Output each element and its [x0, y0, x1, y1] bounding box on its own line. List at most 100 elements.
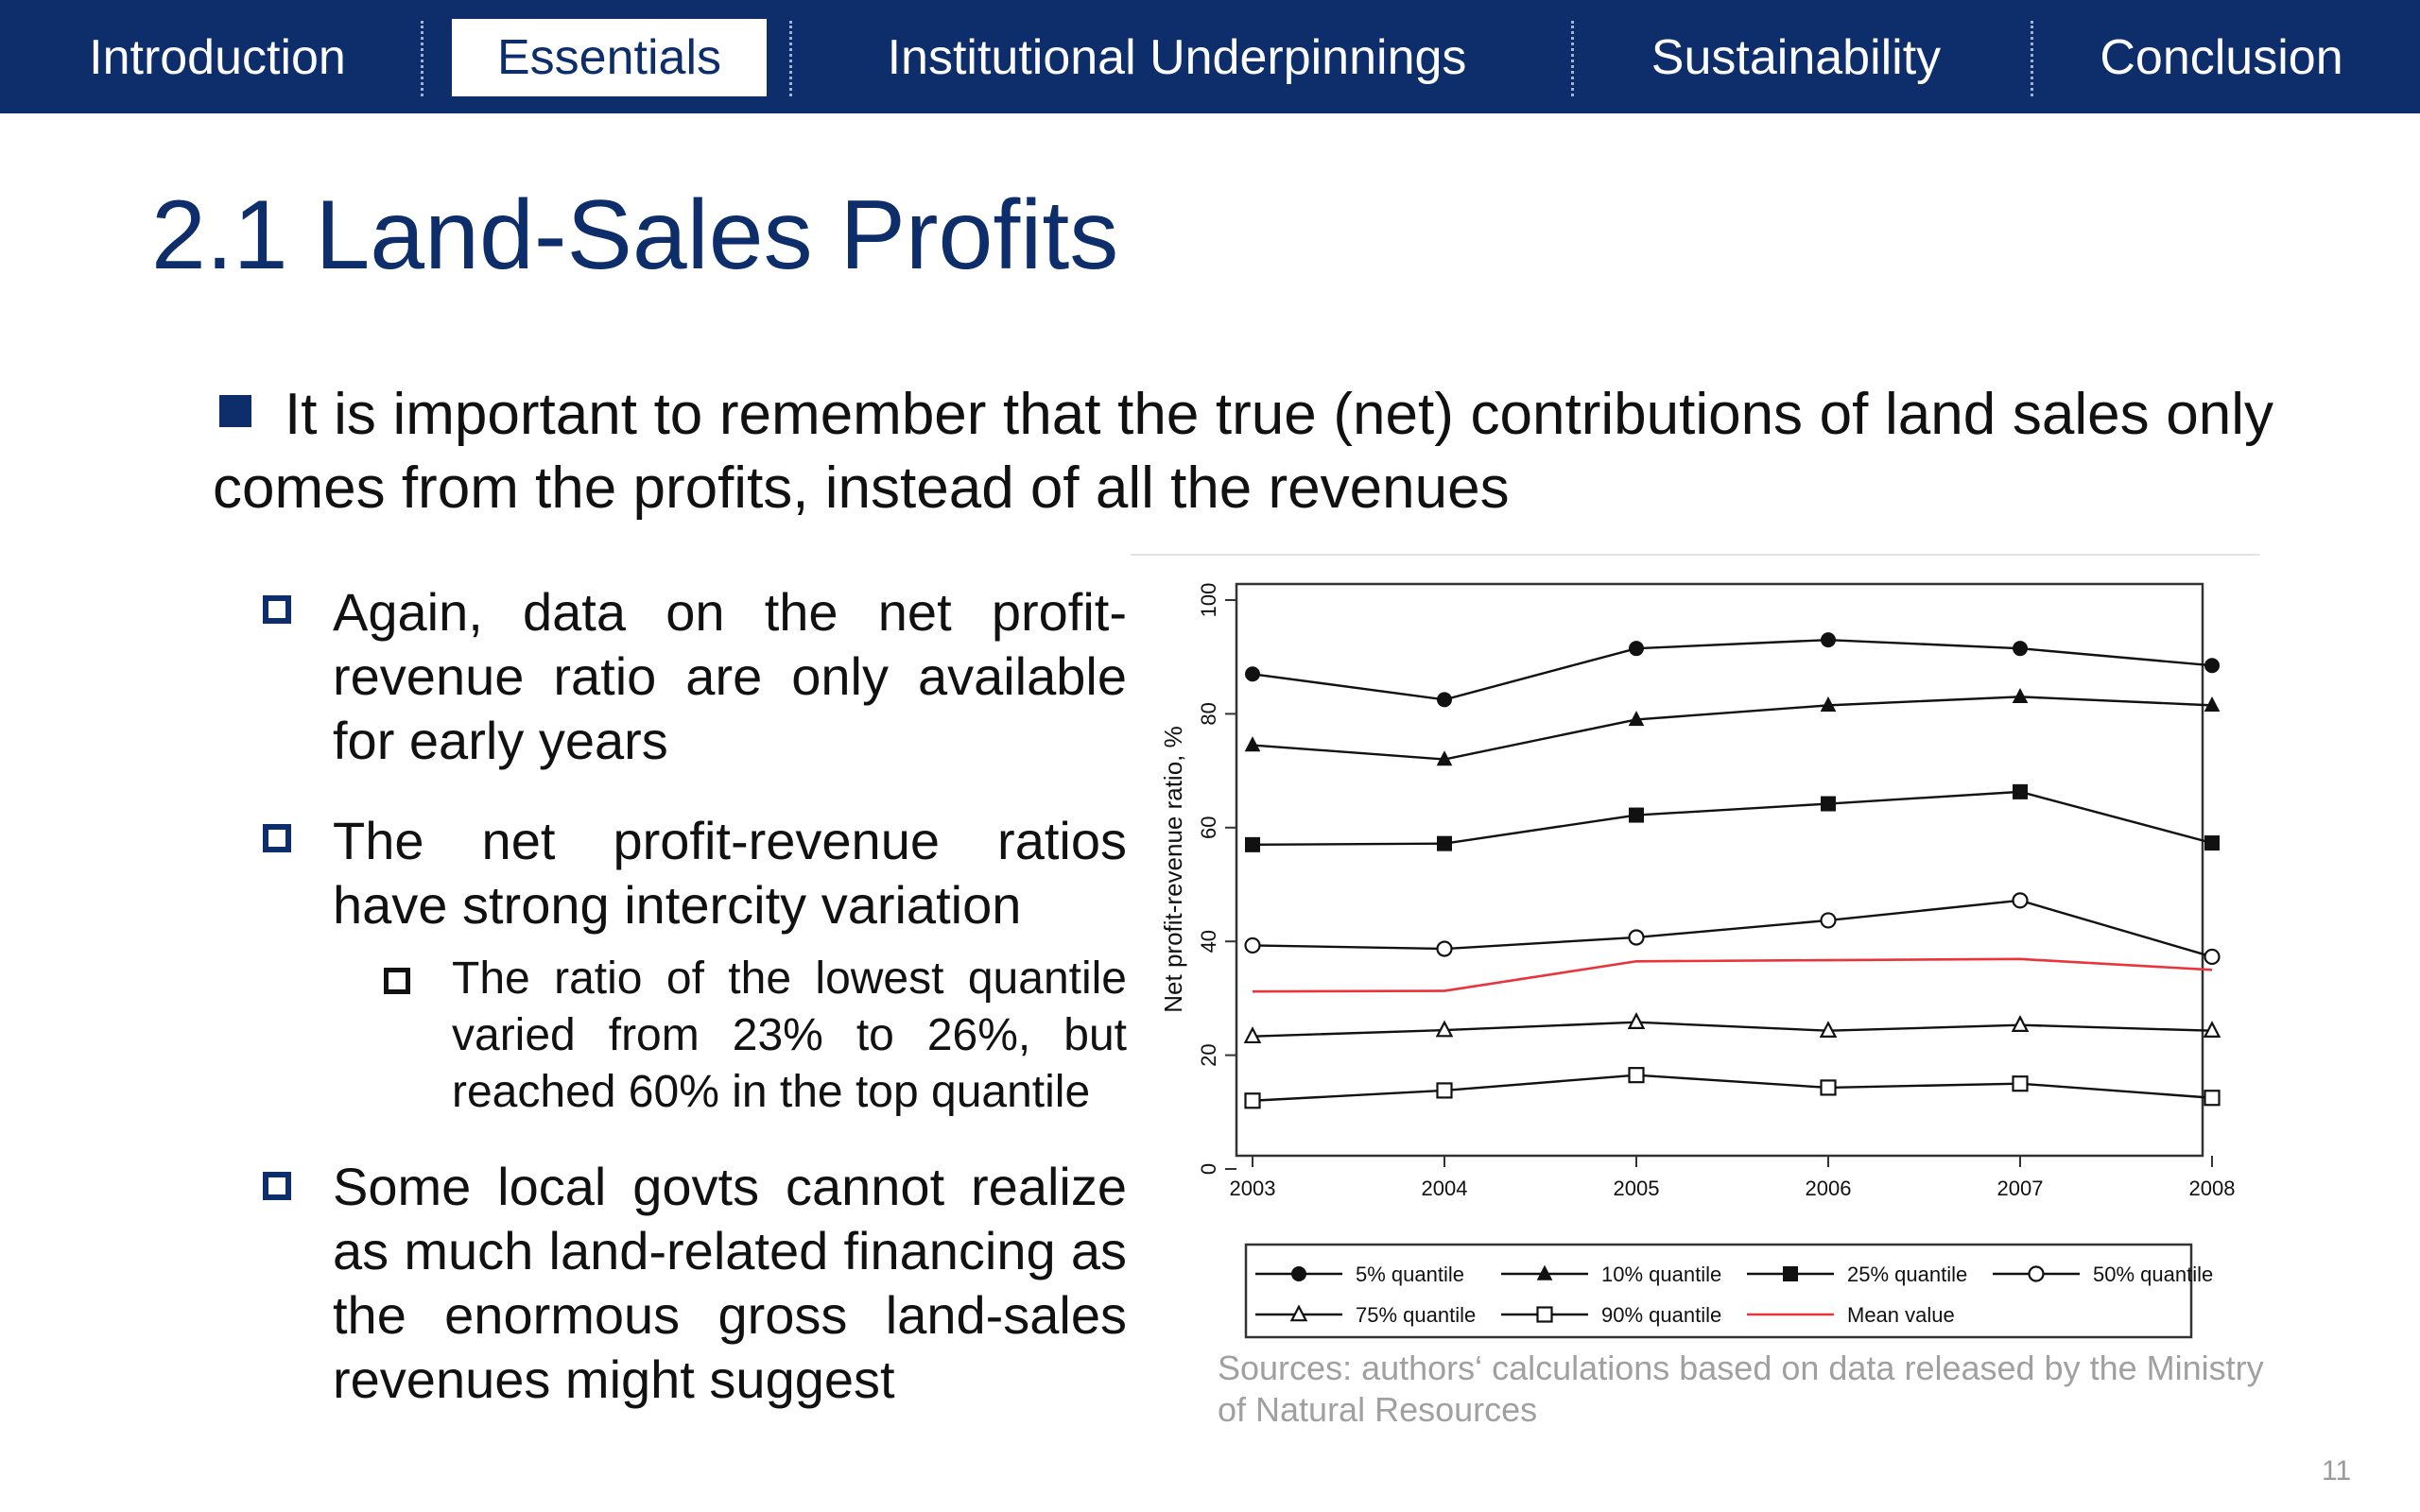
sources-note: Sources: authors‘ calculations based on …: [1218, 1349, 2264, 1429]
x-tick-label: 2003: [1230, 1177, 1276, 1200]
series-line: [1252, 957, 2213, 993]
nav-separator: [1571, 21, 1574, 96]
series-layer: [1243, 632, 2221, 1109]
legend-entry: 5% quantile: [1255, 1263, 1464, 1286]
series-line: [1252, 1021, 2213, 1038]
data-point: [1629, 641, 1644, 657]
legend: 5% quantile 10% quantile 25% quantile 50% q…: [1255, 1263, 2213, 1327]
page-number: 11: [2322, 1455, 2352, 1486]
data-point: [1436, 750, 1453, 766]
data-point: [1821, 632, 1836, 648]
data-point: [2204, 948, 2221, 966]
legend-entry: 75% quantile: [1255, 1303, 1476, 1327]
data-point: [1820, 912, 1837, 929]
data-point: [1244, 736, 1261, 752]
top-navigation-bar: Introduction Essentials Institutional Un…: [0, 0, 2420, 113]
x-tick-label: 2007: [1997, 1177, 2044, 1200]
bullet-open-square-icon: [263, 824, 291, 852]
legend-label: 5% quantile: [1356, 1263, 1464, 1286]
series-line: [1252, 696, 2213, 761]
series-1: [1245, 632, 2220, 708]
sub-bullet-text: Some local govts cannot realize as much …: [333, 1157, 1127, 1409]
page-title: 2.1 Land-Sales Profits: [151, 180, 1119, 290]
data-point: [2013, 783, 2028, 799]
data-point: [2011, 1015, 2030, 1032]
data-point: [2204, 696, 2221, 713]
series-line: [1252, 899, 2213, 958]
series-6: [1244, 1067, 2221, 1109]
line-chart: 0 20 40 60 80 100 Net profit-revenue ratio, %…: [1131, 554, 2259, 1339]
data-point: [1783, 1266, 1798, 1281]
data-point: [1437, 835, 1452, 851]
data-point: [1536, 1264, 1553, 1280]
legend-label: 50% quantile: [2093, 1263, 2213, 1286]
tab-institutional-underpinnings[interactable]: Institutional Underpinnings: [887, 30, 1467, 85]
series-7: [1252, 957, 2213, 993]
data-point: [1436, 1082, 1453, 1099]
legend-label: 25% quantile: [1847, 1263, 1967, 1286]
data-point: [1629, 807, 1644, 823]
data-point: [1536, 1306, 1553, 1323]
legend-entry: 10% quantile: [1501, 1263, 1721, 1286]
data-point: [1436, 940, 1453, 957]
y-tick-label: 100: [1197, 583, 1220, 618]
y-tick-label: 60: [1197, 816, 1220, 839]
data-point: [1628, 711, 1645, 727]
data-point: [2204, 1090, 2221, 1107]
sub-bullet-text: Again, data on the net profit-revenue ra…: [333, 582, 1127, 770]
series-2: [1244, 688, 2221, 766]
data-point: [2028, 1265, 2045, 1282]
legend-label: Mean value: [1847, 1303, 1955, 1327]
data-point: [2012, 1075, 2029, 1092]
legend-box: [1244, 1243, 2193, 1339]
data-point: [1291, 1266, 1306, 1281]
x-tick-label: 2006: [1806, 1177, 1852, 1200]
data-point: [1244, 1092, 1261, 1109]
tab-conclusion[interactable]: Conclusion: [2100, 30, 2343, 85]
x-tick-label: 2004: [1422, 1177, 1468, 1200]
series-line: [1252, 790, 2213, 847]
y-tick-label: 20: [1197, 1043, 1220, 1066]
data-point: [2203, 1021, 2221, 1039]
legend-entry: 25% quantile: [1747, 1263, 1967, 1286]
y-axis-label: Net profit-revenue ratio, %: [1159, 726, 1187, 1012]
data-point: [1289, 1304, 1308, 1322]
data-point: [1628, 1067, 1645, 1084]
tab-essentials[interactable]: Essentials: [452, 19, 767, 96]
data-point: [2204, 835, 2220, 851]
main-bullet-text: It is important to remember that the tru…: [213, 382, 2273, 521]
y-tick-label: 40: [1197, 930, 1220, 953]
tab-sustainability[interactable]: Sustainability: [1651, 30, 1942, 85]
sub-sub-bullet-text: The ratio of the lowest quantile varied …: [452, 954, 1127, 1117]
plot-frame: [1235, 582, 2204, 1158]
tab-introduction[interactable]: Introduction: [89, 30, 346, 85]
data-point: [1821, 796, 1836, 812]
bullet-open-square-icon: [384, 968, 410, 994]
bullet-square-icon: [219, 395, 251, 427]
legend-label: 75% quantile: [1356, 1303, 1476, 1327]
series-4: [1244, 892, 2221, 966]
data-point: [1820, 696, 1837, 713]
nav-separator: [789, 21, 792, 96]
data-point: [2012, 892, 2029, 909]
y-axis: 0 20 40 60 80 100: [1197, 583, 1236, 1175]
bullet-open-square-icon: [263, 1172, 291, 1200]
y-tick-label: 80: [1197, 702, 1220, 725]
series-3: [1245, 783, 2220, 852]
data-point: [1245, 836, 1260, 852]
data-point: [2204, 658, 2220, 674]
x-axis: 2003 2004 2005 2006 2007 2008: [1230, 1156, 2236, 1200]
data-point: [1437, 692, 1452, 708]
data-point: [2013, 641, 2028, 657]
data-point: [2012, 688, 2029, 704]
data-point: [1819, 1021, 1838, 1039]
bullet-open-square-icon: [263, 595, 291, 624]
sub-bullet-text: The net profit-revenue ratios have stron…: [333, 811, 1127, 935]
series-5: [1243, 1012, 2221, 1044]
x-tick-label: 2008: [2189, 1177, 2236, 1200]
data-point: [1820, 1079, 1837, 1096]
series-line: [1252, 1074, 2213, 1102]
legend-label: 10% quantile: [1601, 1263, 1721, 1286]
series-line: [1252, 638, 2213, 701]
legend-entry: 90% quantile: [1501, 1303, 1721, 1327]
